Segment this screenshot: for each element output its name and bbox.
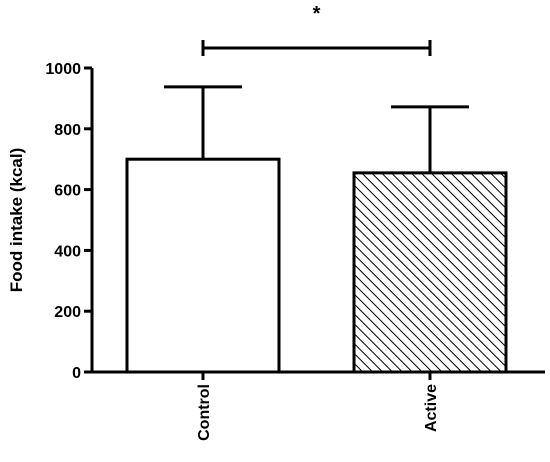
y-ticks: 0 200 400 600 800 1000: [45, 61, 92, 382]
y-tick-label: 400: [54, 243, 81, 260]
x-tick-label-active: Active: [423, 384, 440, 432]
y-tick-label: 800: [54, 122, 81, 139]
y-tick-label: 200: [54, 304, 81, 321]
significance-label: *: [313, 3, 321, 25]
x-tick-label-control: Control: [196, 384, 213, 441]
bar-active: [352, 171, 508, 374]
y-axis-title: Food intake (kcal): [7, 148, 26, 293]
significance-bracket: *: [201, 3, 432, 56]
y-tick-label: 1000: [45, 61, 81, 78]
y-tick-label: 600: [54, 183, 81, 200]
bar-control: [125, 157, 281, 374]
y-tick-label: 0: [72, 365, 81, 382]
x-ticks: Control Active: [196, 372, 440, 441]
bars: [125, 85, 508, 374]
